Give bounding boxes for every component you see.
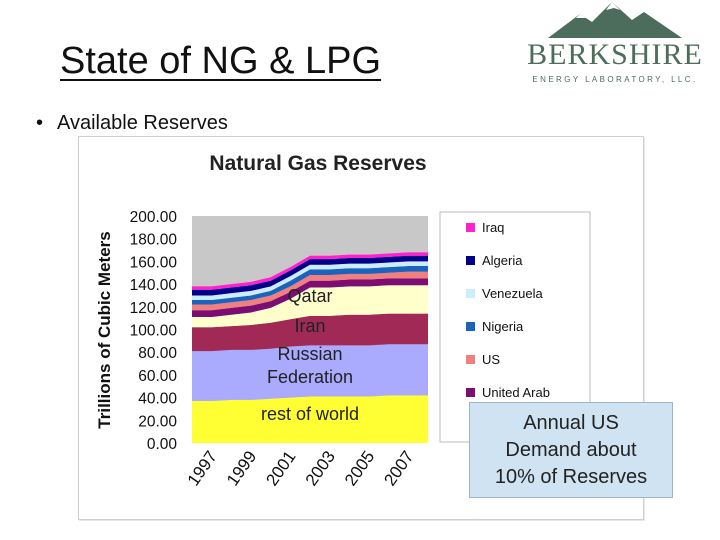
y-tick-label: 20.00 — [138, 413, 177, 430]
area-label: Qatar — [287, 286, 332, 306]
area-label: Russian — [277, 344, 342, 364]
y-tick-label: 80.00 — [138, 345, 177, 362]
y-tick-label: 180.00 — [130, 232, 178, 249]
bullet-text: Available Reserves — [57, 112, 228, 134]
chart-title: Natural Gas Reserves — [209, 152, 427, 175]
legend-label: Algeria — [482, 253, 523, 268]
callout-line-1: Annual US — [523, 411, 619, 434]
mountain-icon — [548, 2, 682, 38]
x-tick-label: 2005 — [341, 447, 378, 489]
x-tick-label: 2007 — [380, 447, 417, 489]
area-label: rest of world — [261, 404, 359, 424]
area-united-arab — [192, 278, 428, 318]
area-qatar — [192, 285, 428, 328]
area-label: Iran — [294, 316, 325, 336]
bullet-dot-icon: • — [36, 112, 44, 134]
y-tick-label: 60.00 — [138, 368, 177, 385]
legend-label: United Arab — [482, 385, 550, 400]
y-tick-label: 140.00 — [130, 277, 178, 294]
area-rest-of-world — [192, 395, 428, 443]
area-us — [192, 271, 428, 311]
legend-label: Venezuela — [482, 286, 543, 301]
y-tick-label: 40.00 — [138, 391, 177, 408]
callout-line-2: Demand about — [505, 438, 637, 461]
y-tick-label: 200.00 — [130, 209, 178, 226]
y-tick-label: 160.00 — [130, 254, 178, 271]
legend-label: US — [482, 352, 500, 367]
legend-label: Nigeria — [482, 319, 524, 334]
legend-swatch — [466, 256, 475, 265]
callout-line-3: 10% of Reserves — [494, 465, 648, 488]
x-tick-label: 1997 — [184, 447, 221, 489]
x-tick-label: 2003 — [302, 447, 339, 489]
bullet-item: • Available Reserves — [36, 112, 228, 135]
legend-swatch — [466, 223, 475, 232]
logo-subtitle: ENERGY LABORATORY, LLC. — [532, 75, 698, 84]
callout-box: Annual US Demand about 10% of Reserves — [469, 402, 673, 498]
area-iran — [192, 313, 428, 352]
legend-swatch — [466, 289, 475, 298]
logo-name: BERKSHIRE — [527, 38, 703, 71]
slide-title: State of NG & LPG — [60, 40, 382, 82]
x-tick-label: 1999 — [223, 447, 260, 489]
legend-swatch — [466, 388, 475, 397]
legend-label: Iraq — [482, 220, 504, 235]
legend-swatch — [466, 322, 475, 331]
y-tick-label: 100.00 — [130, 323, 178, 340]
area-venezuela — [192, 261, 428, 300]
y-axis-title: Trillions of Cubic Meters — [95, 231, 114, 428]
area-iraq — [192, 252, 428, 290]
area-label: Federation — [267, 367, 353, 387]
y-tick-label: 0.00 — [147, 436, 178, 453]
legend-swatch — [466, 355, 475, 364]
company-logo: BERKSHIRE ENERGY LABORATORY, LLC. — [520, 0, 710, 95]
area-russian-federation — [192, 344, 428, 402]
y-tick-label: 120.00 — [130, 300, 178, 317]
area-algeria — [192, 255, 428, 296]
area-nigeria — [192, 265, 428, 305]
x-tick-label: 2001 — [262, 447, 299, 489]
